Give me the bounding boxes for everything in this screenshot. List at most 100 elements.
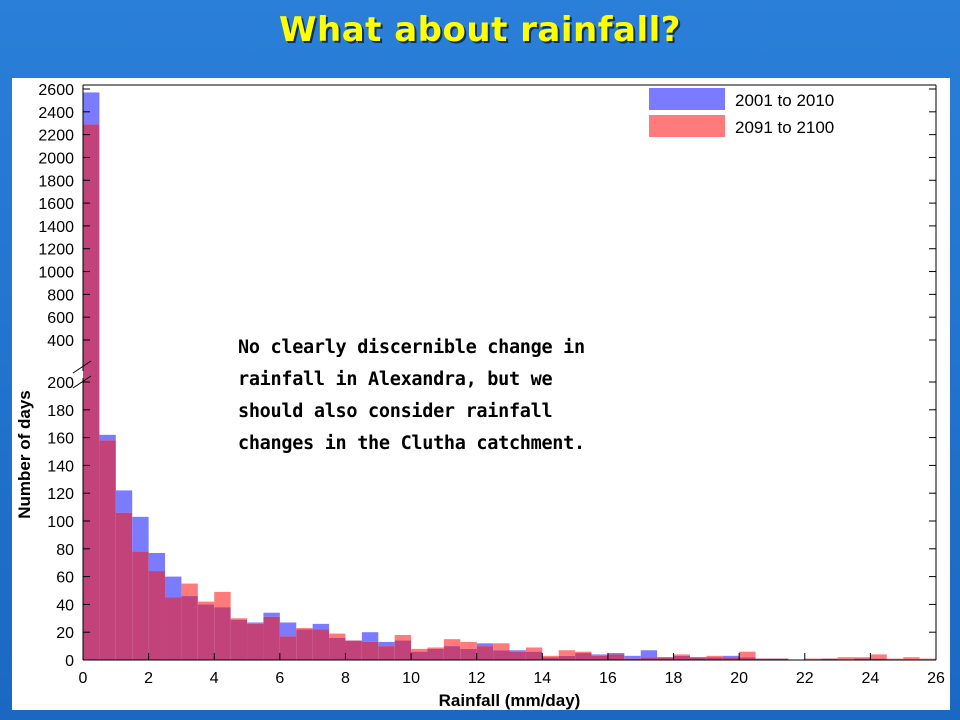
- histogram-bar-overlap: [394, 640, 412, 660]
- slide-title: What about rainfall?: [278, 10, 681, 50]
- chart-axes: 0204060801001201401601802004006008001000…: [15, 82, 945, 710]
- histogram-bar-overlap: [99, 440, 116, 660]
- x-tick-label: 2: [144, 670, 153, 687]
- y-axis-label: Number of days: [15, 390, 34, 518]
- histogram-bar-excess: [509, 650, 526, 652]
- x-tick-label: 16: [599, 670, 617, 687]
- histogram-bar-excess: [296, 628, 313, 630]
- histogram-bar-overlap: [361, 641, 379, 660]
- annotation-line: should also consider rainfall: [238, 401, 553, 422]
- histogram-bar-overlap: [460, 648, 477, 660]
- histogram-bar-overlap: [443, 646, 461, 660]
- x-tick-label: 10: [402, 670, 420, 687]
- histogram-bar-overlap: [689, 657, 707, 660]
- annotation-line: changes in the Clutha catchment.: [238, 433, 585, 454]
- histogram-bar-excess: [558, 650, 576, 656]
- histogram-bar-excess: [427, 647, 444, 649]
- histogram-bar-excess: [165, 576, 182, 598]
- legend-label: 2091 to 2100: [735, 118, 834, 137]
- axis-break-mark: [72, 360, 92, 374]
- histogram-bar-overlap: [411, 651, 428, 660]
- histogram-bar-excess: [214, 591, 231, 608]
- y-tick-label: 1000: [38, 265, 74, 282]
- histogram-bar-excess: [804, 658, 822, 660]
- y-tick-label: 60: [56, 570, 74, 587]
- y-tick-label: 1400: [38, 219, 74, 236]
- y-tick-label: 1600: [38, 196, 74, 213]
- y-tick-label: 0: [65, 653, 74, 670]
- histogram-bar-excess: [493, 643, 510, 651]
- histogram-bar-overlap: [624, 658, 641, 660]
- histogram-bar-excess: [411, 648, 428, 652]
- histogram-bar-excess: [247, 622, 264, 624]
- histogram-bar-excess: [181, 583, 198, 597]
- histogram-bar-overlap: [378, 646, 395, 660]
- histogram-chart: 0204060801001201401601802004006008001000…: [15, 82, 945, 710]
- y-tick-label: 20: [56, 625, 74, 642]
- histogram-bar-overlap: [230, 619, 248, 660]
- histogram-bars: [83, 92, 936, 661]
- histogram-bar-excess: [132, 516, 149, 552]
- histogram-bar-overlap: [870, 658, 887, 660]
- histogram-bar-overlap: [575, 653, 592, 660]
- y-tick-label: 2000: [38, 150, 74, 167]
- histogram-bar-overlap: [214, 607, 231, 660]
- annotation-text: No clearly discernible change in rainfal…: [238, 332, 708, 460]
- x-tick-label: 26: [927, 670, 945, 687]
- y-tick-label: 800: [47, 287, 74, 304]
- histogram-bar-overlap: [345, 640, 362, 660]
- legend-swatch: [649, 88, 725, 110]
- histogram-bar-overlap: [771, 658, 789, 660]
- histogram-bar-overlap: [673, 655, 690, 660]
- histogram-bar-excess: [460, 641, 477, 649]
- x-tick-label: 24: [861, 670, 879, 687]
- histogram-bar-excess: [542, 655, 559, 658]
- histogram-bar-overlap: [329, 637, 346, 660]
- x-axis-label: Rainfall (mm/day): [439, 691, 581, 710]
- y-tick-label: 180: [47, 403, 74, 420]
- histogram-bar-excess: [739, 651, 756, 658]
- histogram-bar-overlap: [263, 616, 280, 660]
- histogram-bar-overlap: [591, 655, 608, 660]
- x-tick-label: 0: [79, 670, 88, 687]
- histogram-bar-overlap: [853, 658, 871, 660]
- histogram-bar-excess: [870, 654, 887, 659]
- histogram-bar-overlap: [476, 646, 494, 660]
- chart-panel: 0 20 40 60 80 100 120 140 160 180 200 400 600 800 1000…: [12, 78, 950, 710]
- y-tick-label: 80: [56, 542, 74, 559]
- histogram-bar-excess: [279, 622, 297, 637]
- histogram-bar-excess: [886, 658, 904, 660]
- histogram-bar-excess: [919, 658, 936, 660]
- histogram-bar-excess: [640, 650, 658, 658]
- x-tick-label: 6: [275, 670, 284, 687]
- y-tick-label: 400: [47, 333, 74, 350]
- y-tick-label: 200: [47, 375, 74, 392]
- y-tick-label: 40: [56, 597, 74, 614]
- legend-swatch: [649, 115, 725, 137]
- y-tick-label: 120: [47, 486, 74, 503]
- histogram-bar-overlap: [312, 629, 330, 660]
- histogram-bar-overlap: [657, 657, 674, 660]
- histogram-bar-overlap: [247, 623, 264, 660]
- x-tick-label: 12: [468, 670, 486, 687]
- histogram-bar-excess: [197, 601, 215, 605]
- histogram-bar-excess: [115, 490, 133, 513]
- x-tick-label: 4: [210, 670, 219, 687]
- x-tick-label: 8: [341, 670, 350, 687]
- histogram-bar-overlap: [148, 571, 166, 660]
- histogram-bar-excess: [624, 655, 641, 659]
- histogram-bar-excess: [83, 92, 100, 125]
- histogram-bar-overlap: [509, 651, 526, 660]
- histogram-bar-excess: [607, 653, 625, 655]
- histogram-bar-excess: [312, 623, 330, 630]
- histogram-bar-excess: [853, 657, 871, 659]
- y-tick-label: 140: [47, 458, 74, 475]
- y-tick-label: 2600: [38, 82, 74, 99]
- histogram-bar-overlap: [706, 657, 723, 660]
- axis-break-mark: [72, 375, 92, 389]
- histogram-bar-excess: [673, 654, 690, 656]
- histogram-bar-excess: [903, 657, 920, 660]
- chart-legend: 2001 to 2010 2091 to 2100: [649, 88, 834, 137]
- histogram-bar-excess: [361, 632, 379, 642]
- histogram-bar-overlap: [165, 597, 182, 660]
